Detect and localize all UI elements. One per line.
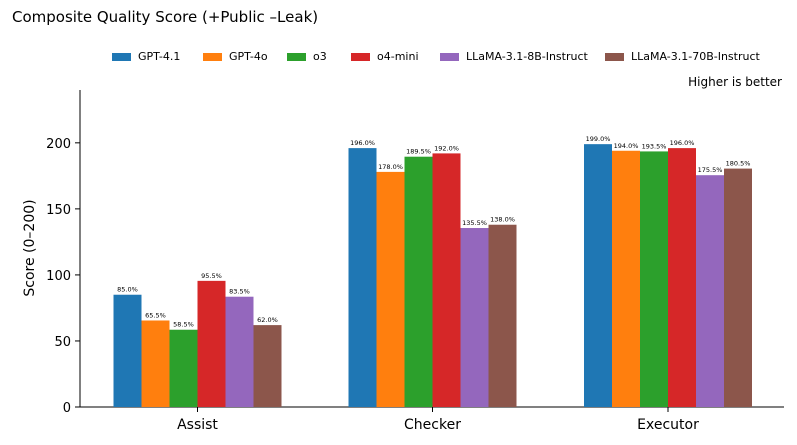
bar-value-label: 178.0% [378, 163, 403, 171]
bar [584, 144, 612, 407]
legend-label: GPT-4o [229, 50, 268, 63]
bar-value-label: 180.5% [726, 160, 751, 168]
bar-value-label: 193.5% [642, 142, 667, 150]
bar-value-label: 199.0% [586, 135, 611, 143]
bar [724, 168, 752, 407]
legend: GPT-4.1 GPT-4o o3 o4-mini LLaMA-3.1-8B-Instr… [0, 50, 797, 66]
bar [348, 148, 377, 407]
bar-value-label: 194.0% [614, 142, 639, 150]
bar [696, 175, 724, 407]
legend-swatch [203, 52, 222, 61]
bar-value-label: 62.0% [257, 316, 278, 324]
bar [640, 151, 668, 407]
bar-value-label: 175.5% [698, 166, 723, 174]
bar-value-label: 196.0% [350, 139, 375, 147]
x-tick-label: Assist [177, 417, 218, 433]
y-tick-label: 100 [46, 269, 71, 284]
bar [141, 320, 170, 407]
legend-label: o4-mini [377, 50, 419, 63]
bar-value-label: 58.5% [173, 321, 194, 329]
legend-label: LLaMA-3.1-70B-Instruct [631, 50, 760, 63]
y-tick-label: 0 [63, 401, 71, 416]
y-axis-label: Score (0–200) [22, 199, 38, 297]
bar [460, 228, 489, 407]
legend-label: GPT-4.1 [138, 50, 181, 63]
legend-swatch [605, 52, 624, 61]
legend-item: o3 [287, 50, 327, 63]
legend-label: LLaMA-3.1-8B-Instruct [466, 50, 588, 63]
bar [253, 325, 282, 407]
bar [432, 153, 461, 407]
bar [225, 296, 254, 407]
legend-item: LLaMA-3.1-70B-Instruct [605, 50, 760, 63]
y-tick-label: 50 [54, 335, 71, 350]
bar-value-label: 85.0% [117, 286, 138, 294]
y-tick-label: 200 [46, 137, 71, 152]
bar-value-label: 95.5% [201, 272, 222, 280]
legend-swatch [440, 52, 459, 61]
chart-title: Composite Quality Score (+Public –Leak) [12, 8, 319, 26]
legend-item: GPT-4.1 [112, 50, 180, 63]
legend-item: o4-mini [351, 50, 419, 63]
legend-label: o3 [313, 50, 327, 63]
legend-swatch [287, 52, 306, 61]
legend-swatch [112, 52, 131, 61]
legend-swatch [351, 52, 370, 61]
bar-value-label: 138.0% [490, 216, 515, 224]
annotation-higher-is-better: Higher is better [688, 75, 782, 89]
bar-value-label: 135.5% [462, 219, 487, 227]
bar-value-label: 65.5% [145, 311, 166, 319]
bar [404, 156, 433, 407]
bar-value-label: 192.0% [434, 144, 459, 152]
y-tick-label: 150 [46, 203, 71, 218]
bar [197, 280, 226, 407]
bar [376, 171, 405, 407]
bar [668, 148, 696, 407]
bar-value-label: 83.5% [229, 288, 250, 296]
bar [113, 294, 142, 407]
bar [612, 150, 640, 407]
bar [488, 224, 517, 407]
x-tick-label: Checker [404, 417, 461, 433]
bar [169, 329, 198, 407]
bar-value-label: 196.0% [670, 139, 695, 147]
legend-item: LLaMA-3.1-8B-Instruct [440, 50, 588, 63]
bar-value-label: 189.5% [406, 148, 431, 156]
legend-item: GPT-4o [203, 50, 268, 63]
x-tick-label: Executor [637, 417, 699, 433]
